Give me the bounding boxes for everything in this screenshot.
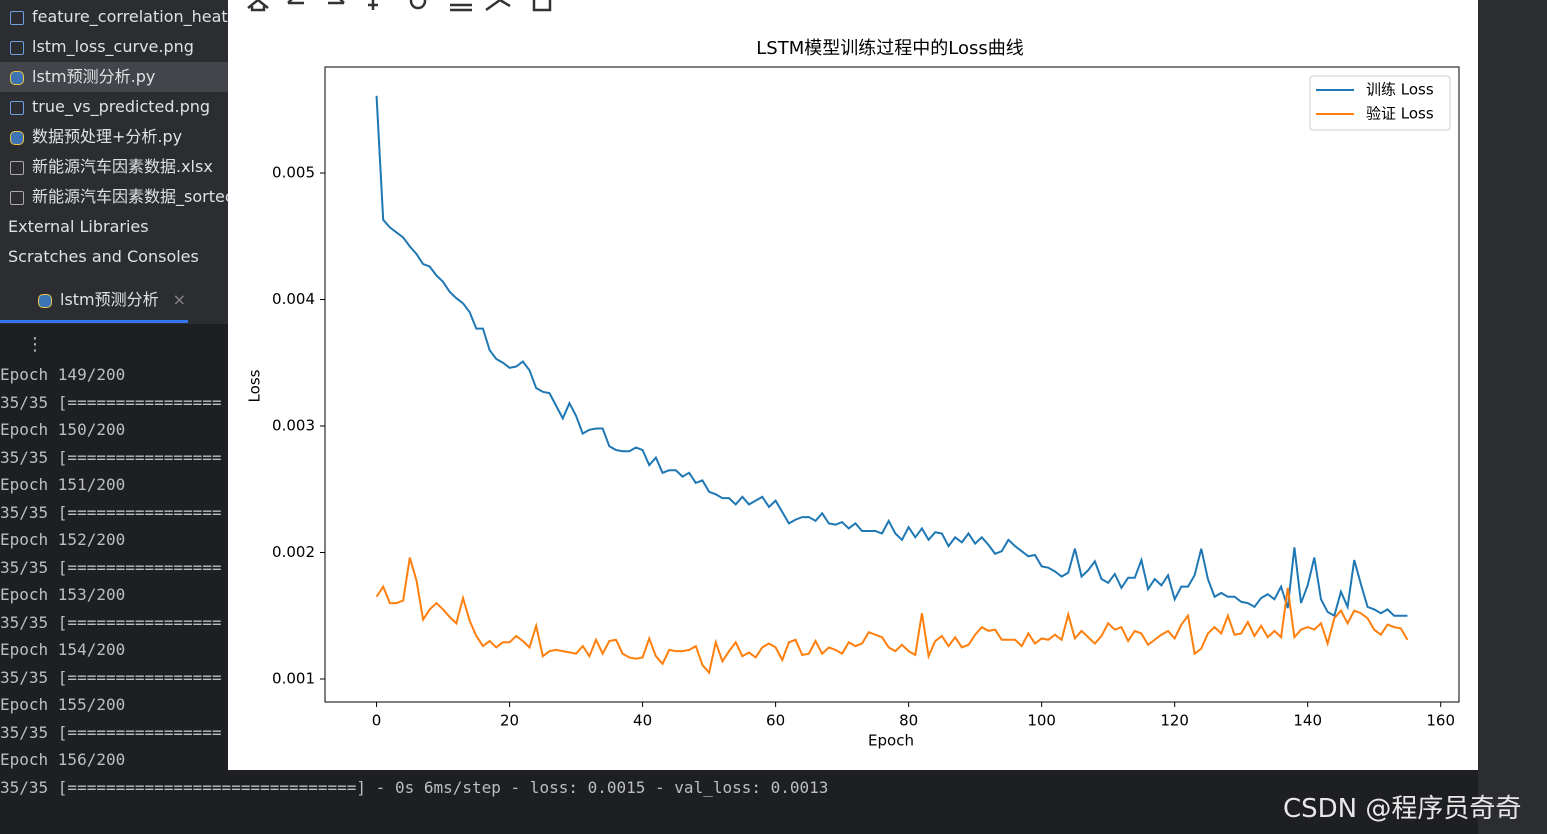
console-line: 35/35 [================ (0, 392, 222, 412)
save-icon[interactable] (532, 0, 552, 12)
more-icon[interactable]: ⋮ (26, 334, 44, 355)
console-line: Epoch 150/200 (0, 420, 126, 439)
python-icon (38, 293, 52, 308)
tree-item-label: true_vs_predicted.png (32, 97, 211, 116)
file-icon (10, 130, 24, 145)
tree-item-label: 新能源汽车因素数据.xlsx (32, 157, 213, 176)
x-tick-label: 120 (1160, 712, 1189, 730)
file-icon (10, 70, 24, 85)
file-icon (10, 10, 24, 25)
config-icon[interactable] (450, 3, 472, 12)
tab-label: lstm预测分析 (60, 290, 159, 309)
tree-item[interactable]: Scratches and Consoles (0, 242, 228, 272)
back-icon[interactable] (287, 0, 304, 5)
tree-item[interactable]: true_vs_predicted.png (0, 92, 228, 122)
y-tick-label: 0.003 (272, 416, 315, 434)
legend-label: 训练 Loss (1366, 81, 1434, 99)
tree-item[interactable]: 新能源汽车因素数据.xlsx (0, 152, 228, 182)
console-line: 35/35 [================ (0, 612, 222, 632)
console-line: Epoch 151/200 (0, 475, 126, 494)
figure-window: LSTM模型训练过程中的Loss曲线 Epoch Loss 0.001 0.002… (228, 0, 1478, 770)
figure: LSTM模型训练过程中的Loss曲线 Epoch Loss 0.001 0.002… (246, 0, 1460, 750)
tab-underline (0, 320, 188, 323)
tree-item-label: lstm_loss_curve.png (32, 37, 194, 56)
toolbar (247, 0, 552, 12)
console-line: 35/35 [================ (0, 447, 222, 467)
file-icon (10, 160, 24, 175)
tree-item-label: External Libraries (8, 217, 149, 236)
run-tab[interactable]: lstm预测分析 × (28, 286, 186, 310)
console-line: Epoch 152/200 (0, 530, 126, 549)
x-tick-label: 60 (766, 712, 785, 730)
pan-icon[interactable] (368, 0, 378, 10)
x-tick-label: 0 (372, 712, 382, 730)
tree-item-label: 数据预处理+分析.py (32, 127, 183, 146)
y-tick-label: 0.002 (272, 543, 315, 561)
axes-frame (324, 66, 1460, 703)
y-tick-label: 0.001 (272, 669, 315, 687)
console-line: 35/35 [================ (0, 557, 222, 577)
tree-item[interactable]: 数据预处理+分析.py (0, 122, 228, 152)
console-line: 35/35 [================ (0, 722, 222, 742)
file-icon (10, 100, 24, 115)
console-line: Epoch 154/200 (0, 640, 126, 659)
console-line: 35/35 [================ (0, 667, 222, 687)
watermark: CSDN @程序员奇奇 (1283, 794, 1522, 824)
project-tree: feature_correlation_heatm lstm_loss_curve… (0, 0, 228, 272)
file-icon (10, 190, 24, 205)
x-axis-label: Epoch (868, 732, 914, 750)
file-icon (10, 40, 24, 55)
tree-item-label: feature_correlation_heatm (32, 7, 228, 26)
console-line: Epoch 153/200 (0, 585, 126, 604)
console-line: Epoch 155/200 (0, 695, 126, 714)
home-icon[interactable] (247, 0, 269, 12)
y-tick-label: 0.005 (272, 164, 315, 182)
x-tick-label: 140 (1293, 712, 1322, 730)
console-line: 35/35 [==============================] -… (0, 777, 829, 797)
edit-icon[interactable] (485, 0, 511, 12)
y-tick-label: 0.004 (272, 290, 315, 308)
tree-item[interactable]: 新能源汽车因素数据_sortec (0, 182, 228, 212)
tree-item[interactable]: feature_correlation_heatm (0, 2, 228, 32)
tree-item[interactable]: External Libraries (0, 212, 228, 242)
console-line: Epoch 149/200 (0, 365, 126, 384)
right-panel (1478, 0, 1547, 834)
tree-item-label: lstm预测分析.py (32, 67, 156, 86)
x-tick-label: 40 (633, 712, 652, 730)
console-line: 35/35 [================ (0, 502, 222, 522)
x-tick-label: 80 (899, 712, 918, 730)
x-tick-label: 20 (500, 712, 519, 730)
console-line: Epoch 156/200 (0, 750, 126, 769)
tree-item[interactable]: lstm_loss_curve.png (0, 32, 228, 62)
legend-label: 验证 Loss (1366, 105, 1434, 123)
zoom-icon[interactable] (409, 0, 427, 10)
loss-line (375, 557, 1409, 675)
tree-item-label: 新能源汽车因素数据_sortec (32, 187, 228, 206)
forward-icon[interactable] (328, 0, 345, 5)
x-tick-label: 100 (1027, 712, 1056, 730)
y-axis-label: Loss (246, 369, 264, 402)
loss-line (375, 95, 1408, 618)
tree-item[interactable]: lstm预测分析.py (0, 62, 228, 92)
chart-title: LSTM模型训练过程中的Loss曲线 (756, 38, 1023, 59)
x-tick-label: 160 (1426, 712, 1455, 730)
tree-item-label: Scratches and Consoles (8, 247, 199, 266)
close-icon[interactable]: × (172, 290, 187, 309)
